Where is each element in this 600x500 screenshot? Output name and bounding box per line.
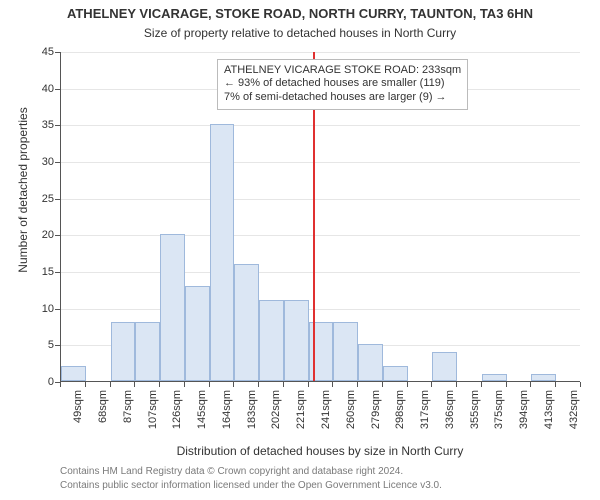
y-tick-mark xyxy=(55,52,60,53)
histogram-bar xyxy=(284,300,309,381)
x-tick-label: 49sqm xyxy=(72,390,84,450)
x-tick-mark xyxy=(407,382,408,387)
y-tick-label: 40 xyxy=(26,83,54,95)
x-tick-label: 279sqm xyxy=(370,390,382,450)
histogram-bar xyxy=(383,366,408,381)
y-axis-label: Number of detached properties xyxy=(16,60,30,320)
plot-area: ATHELNEY VICARAGE STOKE ROAD: 233sqm← 93… xyxy=(60,52,580,382)
x-tick-mark xyxy=(209,382,210,387)
x-tick-label: 221sqm xyxy=(295,390,307,450)
x-tick-mark xyxy=(159,382,160,387)
grid-line xyxy=(61,235,580,236)
y-tick-label: 30 xyxy=(26,156,54,168)
histogram-bar xyxy=(61,366,86,381)
y-tick-label: 5 xyxy=(26,339,54,351)
y-tick-mark xyxy=(55,309,60,310)
y-tick-mark xyxy=(55,125,60,126)
x-tick-mark xyxy=(184,382,185,387)
x-tick-label: 183sqm xyxy=(246,390,258,450)
x-tick-mark xyxy=(456,382,457,387)
x-tick-mark xyxy=(332,382,333,387)
x-tick-label: 87sqm xyxy=(122,390,134,450)
x-tick-label: 298sqm xyxy=(394,390,406,450)
grid-line xyxy=(61,309,580,310)
x-tick-label: 126sqm xyxy=(171,390,183,450)
chart-title-sub: Size of property relative to detached ho… xyxy=(0,26,600,40)
annotation-line: ATHELNEY VICARAGE STOKE ROAD: 233sqm xyxy=(224,64,461,78)
x-tick-label: 202sqm xyxy=(270,390,282,450)
x-tick-mark xyxy=(431,382,432,387)
x-tick-mark xyxy=(357,382,358,387)
histogram-bar xyxy=(185,286,210,381)
grid-line xyxy=(61,199,580,200)
x-tick-mark xyxy=(506,382,507,387)
x-tick-mark xyxy=(555,382,556,387)
y-tick-label: 20 xyxy=(26,229,54,241)
histogram-bar xyxy=(135,322,160,381)
x-tick-mark xyxy=(382,382,383,387)
x-tick-mark xyxy=(134,382,135,387)
x-tick-label: 164sqm xyxy=(221,390,233,450)
y-tick-mark xyxy=(55,235,60,236)
histogram-bar xyxy=(432,352,457,381)
x-tick-mark xyxy=(308,382,309,387)
x-tick-label: 375sqm xyxy=(493,390,505,450)
y-tick-label: 15 xyxy=(26,266,54,278)
histogram-bar xyxy=(358,344,383,381)
x-tick-mark xyxy=(60,382,61,387)
y-tick-label: 0 xyxy=(26,376,54,388)
x-tick-mark xyxy=(85,382,86,387)
grid-line xyxy=(61,272,580,273)
x-tick-label: 336sqm xyxy=(444,390,456,450)
annotation-box: ATHELNEY VICARAGE STOKE ROAD: 233sqm← 93… xyxy=(217,59,468,110)
x-tick-label: 241sqm xyxy=(320,390,332,450)
attribution-line-1: Contains HM Land Registry data © Crown c… xyxy=(60,466,580,477)
x-tick-label: 394sqm xyxy=(518,390,530,450)
grid-line xyxy=(61,162,580,163)
x-tick-label: 260sqm xyxy=(345,390,357,450)
y-tick-label: 45 xyxy=(26,46,54,58)
x-tick-mark xyxy=(580,382,581,387)
histogram-bar xyxy=(482,374,507,381)
y-tick-mark xyxy=(55,345,60,346)
y-tick-mark xyxy=(55,272,60,273)
annotation-line: ← 93% of detached houses are smaller (11… xyxy=(224,77,461,91)
histogram-bar xyxy=(333,322,358,381)
x-tick-mark xyxy=(481,382,482,387)
y-tick-mark xyxy=(55,89,60,90)
x-tick-mark xyxy=(283,382,284,387)
histogram-bar xyxy=(259,300,284,381)
y-tick-mark xyxy=(55,162,60,163)
annotation-line: 7% of semi-detached houses are larger (9… xyxy=(224,91,461,105)
x-tick-label: 107sqm xyxy=(147,390,159,450)
x-tick-mark xyxy=(233,382,234,387)
grid-line xyxy=(61,52,580,53)
x-tick-label: 145sqm xyxy=(196,390,208,450)
attribution-line-2: Contains public sector information licen… xyxy=(60,480,580,491)
chart-title-main: ATHELNEY VICARAGE, STOKE ROAD, NORTH CUR… xyxy=(0,6,600,21)
x-tick-label: 68sqm xyxy=(97,390,109,450)
y-tick-label: 25 xyxy=(26,193,54,205)
histogram-bar xyxy=(111,322,136,381)
grid-line xyxy=(61,125,580,126)
histogram-bar xyxy=(234,264,259,381)
x-tick-mark xyxy=(110,382,111,387)
x-tick-mark xyxy=(530,382,531,387)
x-tick-label: 432sqm xyxy=(568,390,580,450)
y-tick-label: 10 xyxy=(26,303,54,315)
x-tick-label: 413sqm xyxy=(543,390,555,450)
histogram-bar xyxy=(531,374,556,381)
x-tick-label: 355sqm xyxy=(469,390,481,450)
y-tick-label: 35 xyxy=(26,119,54,131)
y-tick-mark xyxy=(55,199,60,200)
histogram-bar xyxy=(210,124,235,381)
x-tick-label: 317sqm xyxy=(419,390,431,450)
x-tick-mark xyxy=(258,382,259,387)
histogram-bar xyxy=(160,234,185,381)
